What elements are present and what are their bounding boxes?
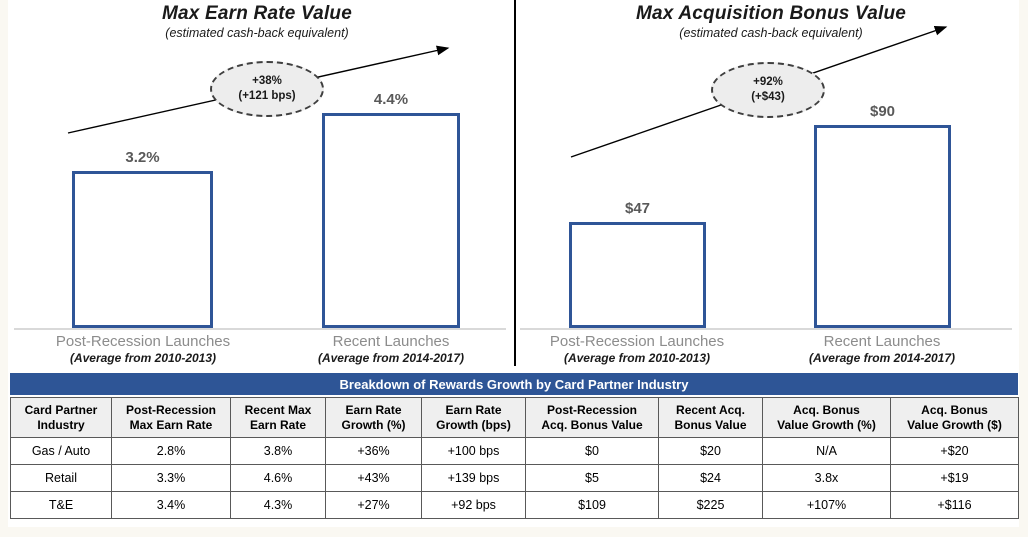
right-chart-subtitle: (estimated cash-back equivalent): [679, 26, 863, 40]
left-chart-title: Max Earn Rate Value: [161, 3, 352, 24]
x-axis-label: Post-Recession Launches (Average from 20…: [33, 333, 253, 365]
bar-post-recession-acq-bonus: [569, 222, 706, 328]
right-growth-callout: +92% (+$43): [711, 62, 825, 118]
col-header-industry: Card Partner Industry: [10, 397, 112, 438]
cell: +100 bps: [421, 437, 526, 465]
cell: +$19: [890, 464, 1019, 492]
cell: +139 bps: [421, 464, 526, 492]
cell: +107%: [762, 491, 891, 519]
bar-post-recession-earn-rate: [72, 171, 213, 328]
cell: $109: [525, 491, 659, 519]
table-row-retail: Retail 3.3% 4.6% +43% +139 bps $5 $24 3.…: [10, 464, 1019, 492]
cell: T&E: [10, 491, 112, 519]
cell: +$116: [890, 491, 1019, 519]
left-chart-subtitle: (estimated cash-back equivalent): [165, 26, 349, 40]
cell: 3.3%: [111, 464, 231, 492]
col-header-bonus-growth-pct: Acq. Bonus Value Growth (%): [762, 397, 891, 438]
x-axis-label: Post-Recession Launches (Average from 20…: [527, 333, 747, 365]
col-header-bonus-growth-usd: Acq. Bonus Value Growth ($): [890, 397, 1019, 438]
cell: $225: [658, 491, 763, 519]
bar-recent-earn-rate: [322, 113, 460, 328]
cell: +$20: [890, 437, 1019, 465]
cell: $0: [525, 437, 659, 465]
bar-value-label: $90: [869, 103, 896, 120]
bar-value-label: $47: [624, 200, 651, 217]
category-label: Recent Launches: [823, 333, 941, 350]
left-growth-percent: +38%: [252, 75, 282, 88]
category-label: Recent Launches: [332, 333, 450, 350]
cell: +36%: [325, 437, 422, 465]
col-header-post-recession-earn: Post-Recession Max Earn Rate: [111, 397, 231, 438]
cell: 2.8%: [111, 437, 231, 465]
cell: 3.8%: [230, 437, 326, 465]
col-header-earn-growth-pct: Earn Rate Growth (%): [325, 397, 422, 438]
right-chart-title: Max Acquisition Bonus Value: [635, 3, 907, 24]
cell: Retail: [10, 464, 112, 492]
breakdown-table-grid: Card Partner Industry Post-Recession Max E…: [10, 397, 1019, 519]
category-note: (Average from 2014-2017): [317, 350, 465, 365]
left-growth-bps: (+121 bps): [238, 90, 296, 102]
cell: $20: [658, 437, 763, 465]
table-header-row: Card Partner Industry Post-Recession Max E…: [10, 397, 1019, 438]
table-banner: Breakdown of Rewards Growth by Card Part…: [10, 373, 1018, 395]
right-growth-dollars: (+$43): [751, 91, 785, 103]
cell: Gas / Auto: [10, 437, 112, 465]
category-note: (Average from 2010-2013): [563, 350, 711, 365]
col-header-earn-growth-bps: Earn Rate Growth (bps): [421, 397, 526, 438]
cell: 4.6%: [230, 464, 326, 492]
col-header-recent-bonus: Recent Acq. Bonus Value: [658, 397, 763, 438]
x-axis-label: Recent Launches (Average from 2014-2017): [772, 333, 992, 365]
bar-recent-acq-bonus: [814, 125, 951, 328]
right-chart-baseline: [520, 328, 1012, 330]
cell: +27%: [325, 491, 422, 519]
col-header-post-recession-bonus: Post-Recession Acq. Bonus Value: [525, 397, 659, 438]
category-note: (Average from 2014-2017): [808, 350, 956, 365]
cell: 4.3%: [230, 491, 326, 519]
table-row-tande: T&E 3.4% 4.3% +27% +92 bps $109 $225 +10…: [10, 491, 1019, 519]
bar-value-label: 4.4%: [373, 91, 409, 108]
cell: 3.4%: [111, 491, 231, 519]
category-note: (Average from 2010-2013): [69, 350, 217, 365]
cell: +43%: [325, 464, 422, 492]
col-header-recent-earn: Recent Max Earn Rate: [230, 397, 326, 438]
cell: $24: [658, 464, 763, 492]
panel-divider: [514, 0, 516, 366]
left-growth-callout: +38% (+121 bps): [210, 61, 324, 117]
cell: $5: [525, 464, 659, 492]
cell: N/A: [762, 437, 891, 465]
right-growth-percent: +92%: [753, 76, 783, 89]
category-label: Post-Recession Launches: [549, 333, 725, 350]
x-axis-label: Recent Launches (Average from 2014-2017): [281, 333, 501, 365]
cell: 3.8x: [762, 464, 891, 492]
cell: +92 bps: [421, 491, 526, 519]
bar-value-label: 3.2%: [125, 149, 160, 166]
breakdown-table: Breakdown of Rewards Growth by Card Part…: [10, 373, 1019, 519]
category-label: Post-Recession Launches: [55, 333, 231, 350]
left-chart-baseline: [14, 328, 506, 330]
table-row-gas-auto: Gas / Auto 2.8% 3.8% +36% +100 bps $0 $2…: [10, 437, 1019, 465]
